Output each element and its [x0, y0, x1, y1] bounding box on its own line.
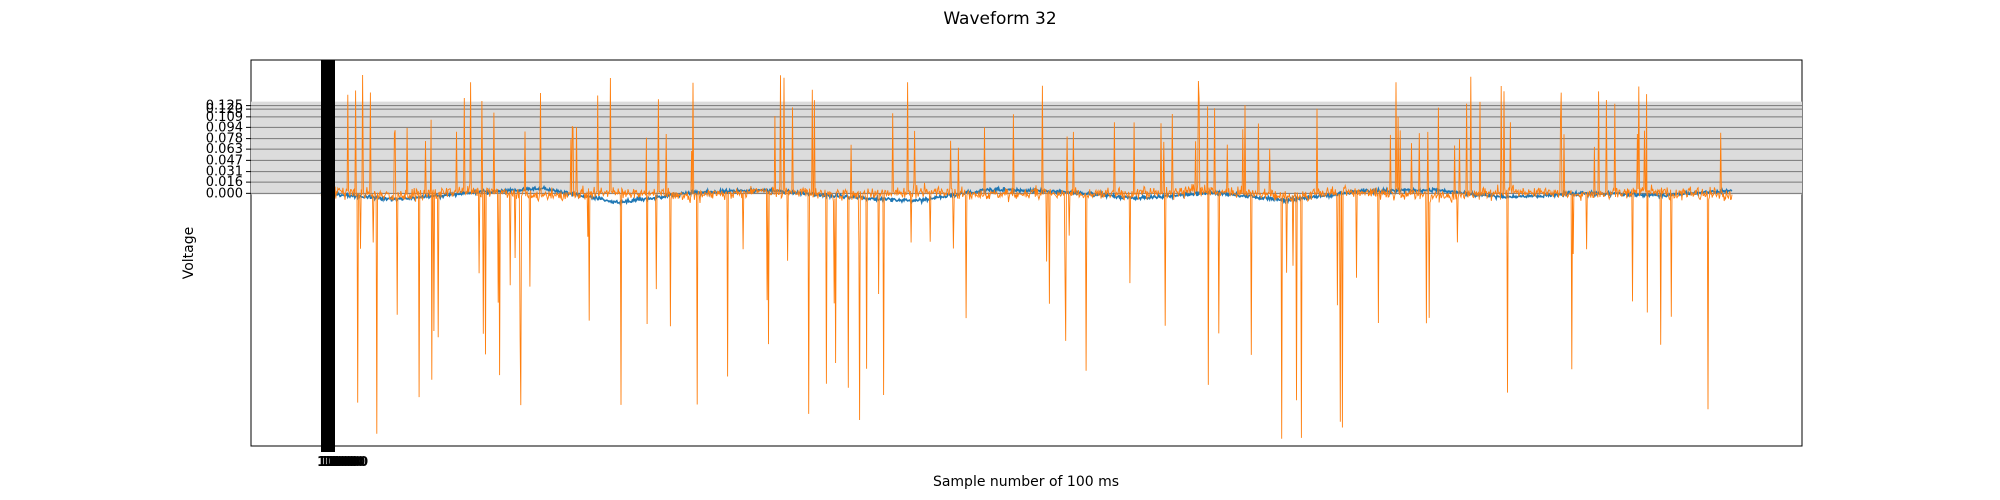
- chart-title: Waveform 32: [943, 9, 1056, 29]
- y-axis-label: Voltage: [181, 227, 197, 280]
- y-tick-label-9: 0.125: [206, 99, 243, 114]
- y-tick-labels: 0.0000.0160.0310.0470.0630.0780.0940.109…: [206, 99, 251, 201]
- y-tick-label-0: 0.000: [206, 186, 243, 201]
- x-tick-label-0: 1000: [317, 455, 353, 470]
- y-tick-label-4: 0.063: [206, 142, 243, 157]
- x-axis-label: Sample number of 100 ms: [933, 474, 1119, 490]
- x-tick-label-4: 1000: [329, 455, 365, 470]
- x-tick-label-5: 1000: [332, 455, 368, 470]
- y-tick-label-7: 0.109: [206, 110, 243, 125]
- y-tick-label-1: 0.016: [206, 175, 243, 190]
- series-layer: [320, 74, 1733, 439]
- y-tick-label-2: 0.031: [206, 165, 243, 180]
- grid-band-shade: [251, 101, 1802, 195]
- y-tick-label-3: 0.047: [206, 153, 243, 168]
- y-tick-label-5: 0.078: [206, 132, 243, 147]
- y-tick-label-8: 0.120: [206, 102, 243, 117]
- series-line-1: [320, 74, 1733, 439]
- x-tick-band: [321, 60, 335, 452]
- y-tick-label-6: 0.094: [206, 120, 243, 135]
- y-grid-band: [251, 101, 1802, 195]
- x-tick-label-2: 1000: [323, 455, 359, 470]
- x-tick-label-1: 1000: [320, 455, 356, 470]
- x-tick-label-3: 1000: [326, 455, 362, 470]
- series-line-0: [320, 184, 1733, 207]
